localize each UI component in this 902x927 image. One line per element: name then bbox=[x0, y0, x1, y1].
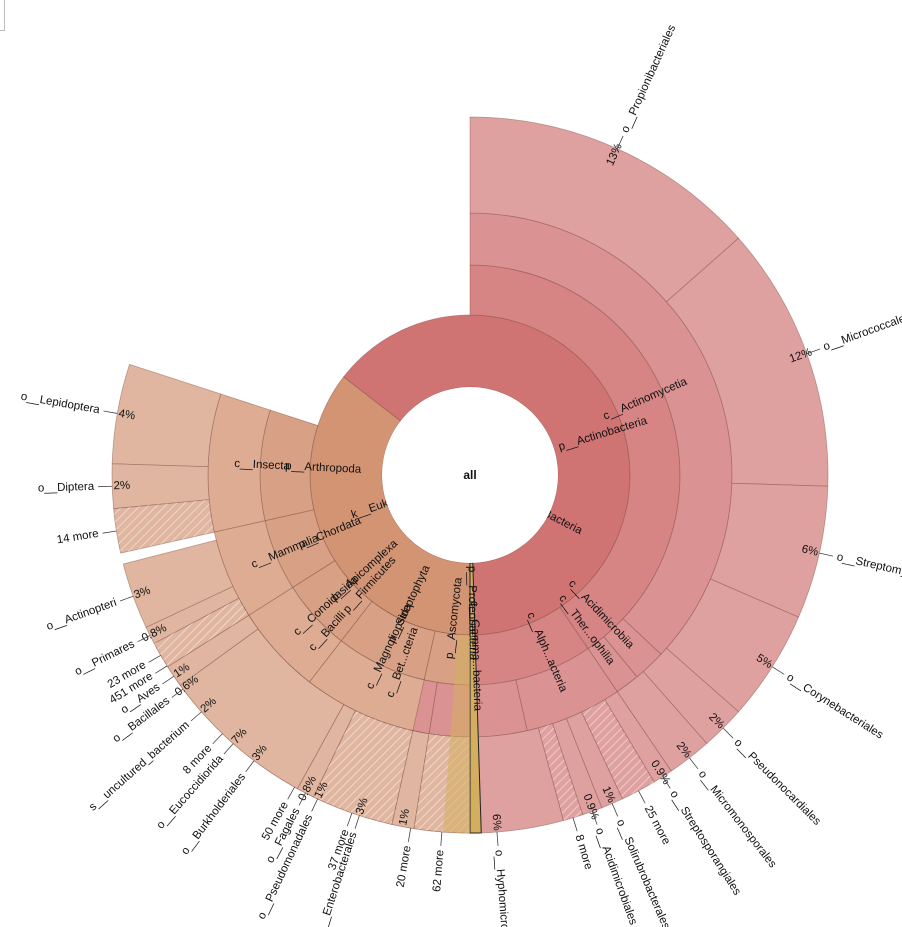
order-wedge-hatch bbox=[113, 499, 215, 554]
order-leader-line bbox=[819, 552, 834, 557]
order-label-o-streptomycetales: o__Streptomycetales bbox=[836, 551, 902, 586]
order-label-o-lepidoptera: o__Lepidoptera bbox=[20, 391, 101, 417]
order-wedge-o-aves[interactable] bbox=[167, 614, 259, 686]
order-leader-line bbox=[162, 675, 175, 685]
order-wedge-o-solirubrobacterales[interactable] bbox=[565, 711, 623, 809]
order-wedge-o-propionibacteriales[interactable] bbox=[469, 116, 740, 303]
order-wedge-o-lepidoptera[interactable] bbox=[111, 363, 222, 468]
window-edge bbox=[0, 0, 5, 31]
class-wedge-c-mammalia[interactable] bbox=[213, 520, 294, 616]
order-leader-line bbox=[354, 815, 360, 829]
phylum-label-p-proteobacteria: p__Proteobacteria bbox=[465, 566, 478, 661]
order-wedge-o-fagales[interactable] bbox=[296, 704, 357, 798]
order-label-o-diptera: o__Diptera bbox=[38, 481, 95, 495]
class-label-c-insecta: c__Insecta bbox=[234, 458, 291, 473]
order-wedge-1[interactable] bbox=[391, 730, 430, 830]
center-label: all bbox=[463, 468, 476, 482]
order-pct-o-lepidoptera: 4% bbox=[118, 408, 136, 423]
order-leader-line bbox=[572, 817, 578, 832]
order-pct-1: 1% bbox=[397, 808, 412, 827]
order-label-25-more: 25 more bbox=[642, 804, 672, 847]
order-wedge-o-diptera[interactable] bbox=[111, 463, 210, 510]
order-wedge-hatch bbox=[581, 699, 655, 799]
phylum-wedge-p-streptophyta[interactable] bbox=[340, 600, 436, 681]
class-wedge-c-insecta[interactable] bbox=[207, 393, 271, 533]
order-wedge-hatch bbox=[154, 598, 249, 667]
order-leader-line bbox=[496, 831, 499, 846]
order-leader-line bbox=[346, 812, 353, 827]
order-leader-line bbox=[638, 790, 646, 804]
order-leader-line bbox=[689, 757, 699, 770]
phylum-label-p-arthropoda: p__Arthropoda bbox=[285, 460, 362, 476]
order-label-20-more: 20 more bbox=[395, 845, 414, 889]
order-wedge-o-micrococcales[interactable] bbox=[665, 237, 829, 487]
order-label-8-more: 8 more bbox=[573, 833, 595, 871]
center-hole[interactable] bbox=[382, 387, 558, 563]
order-leader-line bbox=[102, 530, 117, 534]
order-wedge-o-pseudonocardiales[interactable] bbox=[642, 647, 740, 745]
order-leader-line bbox=[190, 711, 202, 722]
order-leader-line bbox=[137, 635, 151, 643]
order-leader-line bbox=[616, 135, 624, 149]
order-leader-line bbox=[212, 733, 223, 745]
order-label-o-pseudonocardiales: o__Pseudonocardiales bbox=[732, 737, 823, 828]
order-wedge-hatch bbox=[538, 723, 583, 821]
order-pct-o-diptera: 2% bbox=[113, 480, 130, 493]
order-wedge-o-actinopteri[interactable] bbox=[122, 539, 234, 628]
order-leader-line bbox=[148, 654, 161, 663]
phylum-wedge-p-apicomplexa[interactable] bbox=[292, 560, 373, 642]
order-wedge-o-primares[interactable] bbox=[145, 586, 240, 645]
order-wedge-o-eucoccidiorida[interactable] bbox=[179, 628, 345, 790]
class-label-c-gamma-bacteria: c__Gamma...bacteria bbox=[468, 601, 483, 712]
order-leader-line bbox=[611, 803, 619, 817]
order-pct-o-hyphomicrobiales: 6% bbox=[490, 814, 503, 831]
class-wedge-c-alph-acteria[interactable] bbox=[515, 648, 618, 732]
order-label-62-more: 62 more bbox=[431, 849, 446, 892]
order-leader-line bbox=[772, 666, 785, 675]
order-leader-line bbox=[311, 798, 318, 812]
order-leader-line bbox=[119, 595, 134, 602]
order-leader-line bbox=[103, 410, 118, 414]
order-leader-line bbox=[223, 743, 234, 755]
class-wedge-c-ther-ophilia[interactable] bbox=[587, 636, 638, 693]
order-label-14-more: 14 more bbox=[56, 528, 100, 546]
order-leader-line bbox=[407, 827, 412, 842]
order-pct-o-streptomycetales: 6% bbox=[801, 543, 820, 558]
order-wedge-o-acidimicrobiales[interactable] bbox=[552, 718, 603, 816]
order-label-o-micrococcales: o__Micrococcales bbox=[822, 311, 902, 354]
order-leader-line bbox=[287, 786, 295, 800]
order-label-o-propionibacteriales: o__Propionibacteriales bbox=[619, 23, 678, 135]
order-label-o-actinopteri: o__Actinopteri bbox=[45, 597, 118, 633]
order-label-o-corynebacteriales: o__Corynebacteriales bbox=[784, 671, 885, 741]
order-leader-line bbox=[245, 760, 255, 773]
order-wedge-hatch bbox=[313, 710, 413, 825]
order-leader-line bbox=[806, 348, 821, 355]
order-leader-line bbox=[440, 831, 443, 846]
class-wedge-c-conoidasida[interactable] bbox=[248, 586, 342, 683]
order-leader-line bbox=[171, 688, 184, 698]
order-wedge-o-micromonosporales[interactable] bbox=[616, 670, 708, 772]
order-leader-line bbox=[298, 792, 306, 806]
phylum-wedge-p-arthropoda[interactable] bbox=[259, 409, 319, 522]
order-leader-line bbox=[155, 665, 168, 674]
order-leader-line bbox=[591, 811, 598, 825]
order-leader-line bbox=[662, 776, 671, 789]
order-pct-o-actinopteri: 3% bbox=[132, 585, 152, 602]
order-leader-line bbox=[722, 727, 734, 739]
wedge-ascomycota-tint bbox=[443, 634, 470, 833]
order-pct-o-enterobacterales: 3% bbox=[354, 797, 371, 817]
class-wedge-c-magnoliopsida[interactable] bbox=[308, 640, 425, 732]
phylum-wedge-p-chordata[interactable] bbox=[264, 509, 336, 589]
order-label-o-hyphomicrobiales: o__Hyphomicrobiales bbox=[492, 849, 512, 927]
class-wedge-c-actinomycetia[interactable] bbox=[469, 212, 733, 655]
